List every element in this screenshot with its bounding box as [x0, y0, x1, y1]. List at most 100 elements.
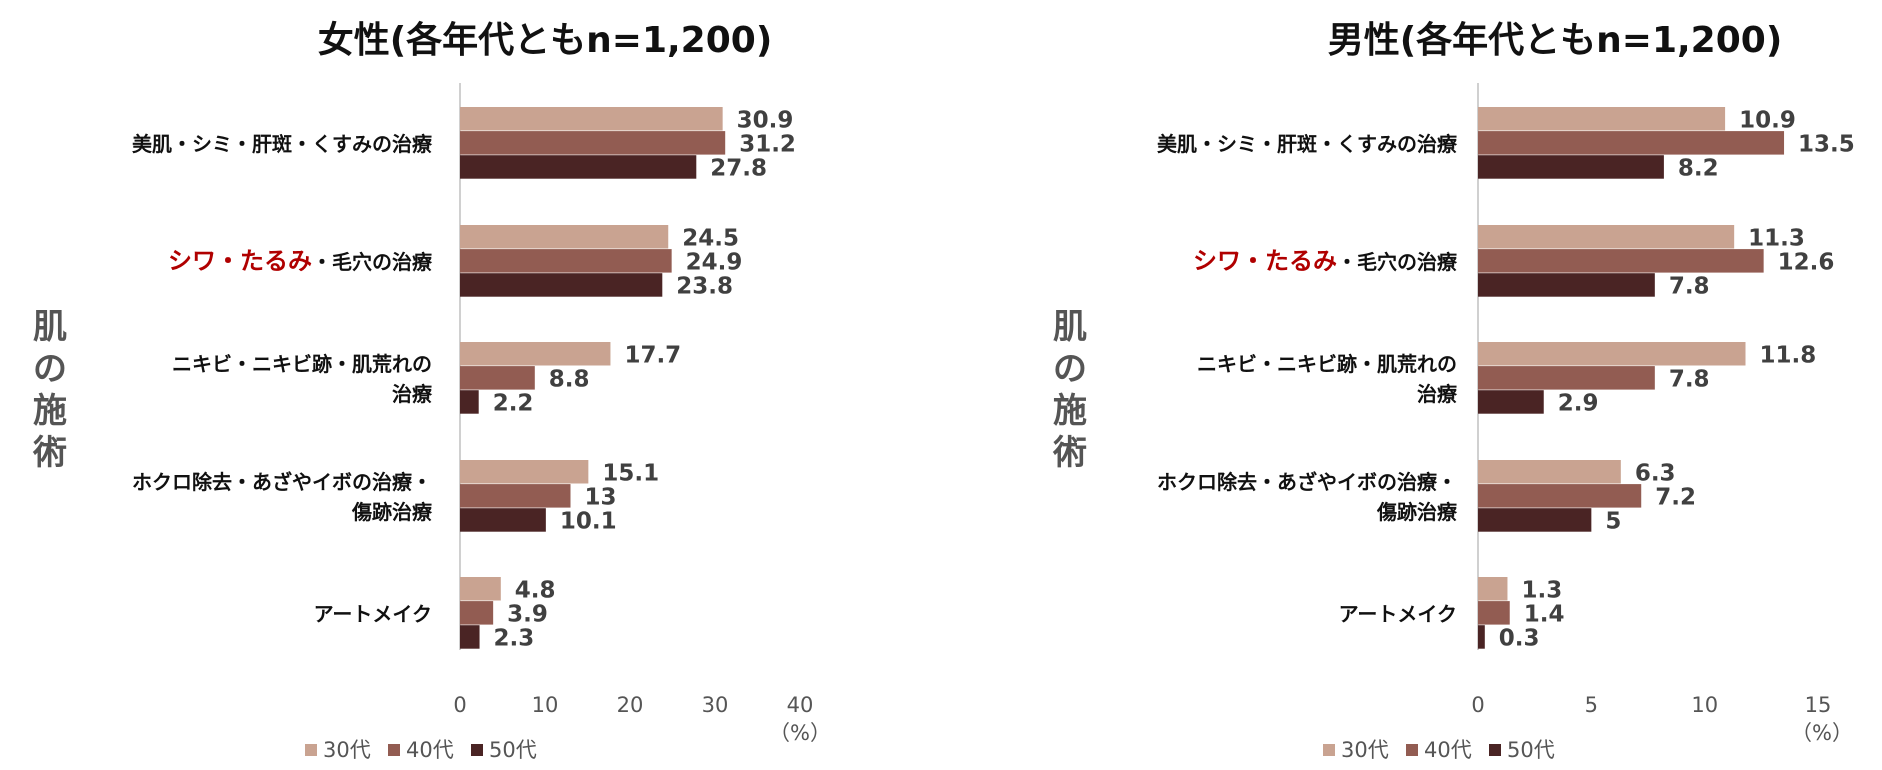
bar-40代-2 [460, 366, 535, 390]
data-label: 7.8 [1669, 274, 1710, 300]
category-label: 治療 [392, 382, 432, 406]
x-tick-label: 20 [617, 693, 644, 717]
chart-title: 男性(各年代ともn=1,200) [1328, 20, 1783, 61]
data-label: 3.9 [507, 602, 548, 628]
bar-30代-0 [460, 107, 723, 131]
bar-30代-4 [1478, 577, 1508, 601]
bar-40代-1 [1478, 249, 1764, 273]
side-label-char: 施 [1053, 391, 1087, 431]
x-tick-label: 0 [1471, 693, 1484, 717]
category-label: ニキビ・ニキビ跡・肌荒れの [1197, 352, 1457, 376]
bar-50代-2 [1478, 390, 1544, 414]
data-label: 4.8 [515, 578, 556, 604]
category-label: 傷跡治療 [351, 500, 432, 524]
data-label: 23.8 [676, 274, 733, 300]
legend-swatch [1406, 744, 1418, 756]
legend-swatch [471, 744, 483, 756]
bar-50代-2 [460, 390, 479, 414]
category-label: ホクロ除去・あざやイボの治療・ [1157, 470, 1457, 494]
category-label-text: アートメイク [1339, 602, 1457, 626]
bar-50代-3 [1478, 508, 1592, 532]
category-label: 美肌・シミ・肝斑・くすみの治療 [1157, 132, 1457, 156]
data-label: 2.9 [1558, 391, 1599, 417]
data-label: 24.5 [682, 226, 739, 252]
legend: 30代 40代 50代 [305, 738, 537, 762]
category-label-text: 美肌・シミ・肝斑・くすみの治療 [132, 132, 432, 156]
side-label-char: 肌 [1053, 307, 1087, 347]
legend-label: 30代 [1341, 738, 1389, 762]
bar-40代-2 [1478, 366, 1655, 390]
data-label: 31.2 [739, 132, 796, 158]
bar-30代-1 [1478, 225, 1735, 249]
data-label: 8.8 [549, 367, 590, 393]
side-label-char: 施 [33, 391, 67, 431]
category-label-text: 治療 [1417, 382, 1457, 406]
category-label-text: 傷跡治療 [351, 500, 432, 524]
x-unit-label: （%） [769, 721, 831, 745]
side-label-char: 術 [32, 433, 67, 473]
category-label: シワ・たるみ・毛穴の治療 [1193, 247, 1457, 275]
bar-50代-4 [1478, 625, 1485, 649]
category-label-highlight: シワ・たるみ [168, 247, 312, 275]
data-label: 11.8 [1760, 343, 1817, 369]
category-label-text: 傷跡治療 [1376, 500, 1457, 524]
legend-swatch [1489, 744, 1501, 756]
data-label: 12.6 [1778, 250, 1835, 276]
bar-50代-3 [460, 508, 546, 532]
data-label: 24.9 [686, 250, 743, 276]
side-label-char: 肌 [33, 307, 67, 347]
category-label-text: 治療 [392, 382, 432, 406]
bar-30代-0 [1478, 107, 1726, 131]
bar-30代-3 [460, 460, 589, 484]
x-tick-label: 15 [1805, 693, 1832, 717]
x-tick-label: 5 [1585, 693, 1598, 717]
category-label: 治療 [1417, 382, 1457, 406]
x-unit-label: （%） [1791, 721, 1853, 745]
bar-40代-0 [1478, 131, 1785, 155]
legend-label: 50代 [1507, 738, 1555, 762]
x-tick-label: 10 [1691, 693, 1718, 717]
data-label: 10.9 [1739, 108, 1796, 134]
x-tick-label: 40 [787, 693, 814, 717]
bar-50代-0 [460, 155, 697, 179]
x-tick-label: 0 [453, 693, 466, 717]
data-label: 2.2 [493, 391, 534, 417]
bar-50代-1 [460, 273, 663, 297]
bar-40代-1 [460, 249, 672, 273]
data-label: 1.3 [1521, 578, 1562, 604]
category-label-text: ホクロ除去・あざやイボの治療・ [1157, 470, 1457, 494]
bar-30代-1 [460, 225, 669, 249]
data-label: 5 [1605, 509, 1621, 535]
legend: 30代 40代 50代 [1323, 738, 1555, 762]
legend-label: 40代 [1424, 738, 1472, 762]
category-label-text: ニキビ・ニキビ跡・肌荒れの [1197, 352, 1457, 376]
data-label: 7.8 [1669, 367, 1710, 393]
data-label: 0.3 [1499, 626, 1540, 652]
legend-swatch [388, 744, 400, 756]
x-tick-label: 30 [702, 693, 729, 717]
bar-40代-3 [1478, 484, 1642, 508]
legend-label: 30代 [323, 738, 371, 762]
category-label-text: アートメイク [314, 602, 432, 626]
data-label: 11.3 [1748, 226, 1805, 252]
x-tick-label: 10 [532, 693, 559, 717]
bar-30代-3 [1478, 460, 1621, 484]
category-label-text: ・毛穴の治療 [1337, 250, 1457, 274]
bar-40代-4 [460, 601, 494, 625]
legend-label: 50代 [489, 738, 537, 762]
data-label: 13.5 [1798, 132, 1855, 158]
data-label: 6.3 [1635, 461, 1676, 487]
bar-30代-2 [1478, 342, 1746, 366]
data-label: 30.9 [737, 108, 794, 134]
side-label-char: の [1053, 349, 1087, 389]
category-label: シワ・たるみ・毛穴の治療 [168, 247, 432, 275]
data-label: 17.7 [624, 343, 681, 369]
category-label-text: ニキビ・ニキビ跡・肌荒れの [172, 352, 432, 376]
category-label: 傷跡治療 [1376, 500, 1457, 524]
data-label: 15.1 [602, 461, 659, 487]
bar-50代-1 [1478, 273, 1655, 297]
data-label: 27.8 [710, 156, 767, 182]
data-label: 1.4 [1524, 602, 1565, 628]
